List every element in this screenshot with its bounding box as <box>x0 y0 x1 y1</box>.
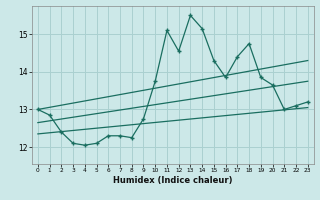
X-axis label: Humidex (Indice chaleur): Humidex (Indice chaleur) <box>113 176 233 185</box>
